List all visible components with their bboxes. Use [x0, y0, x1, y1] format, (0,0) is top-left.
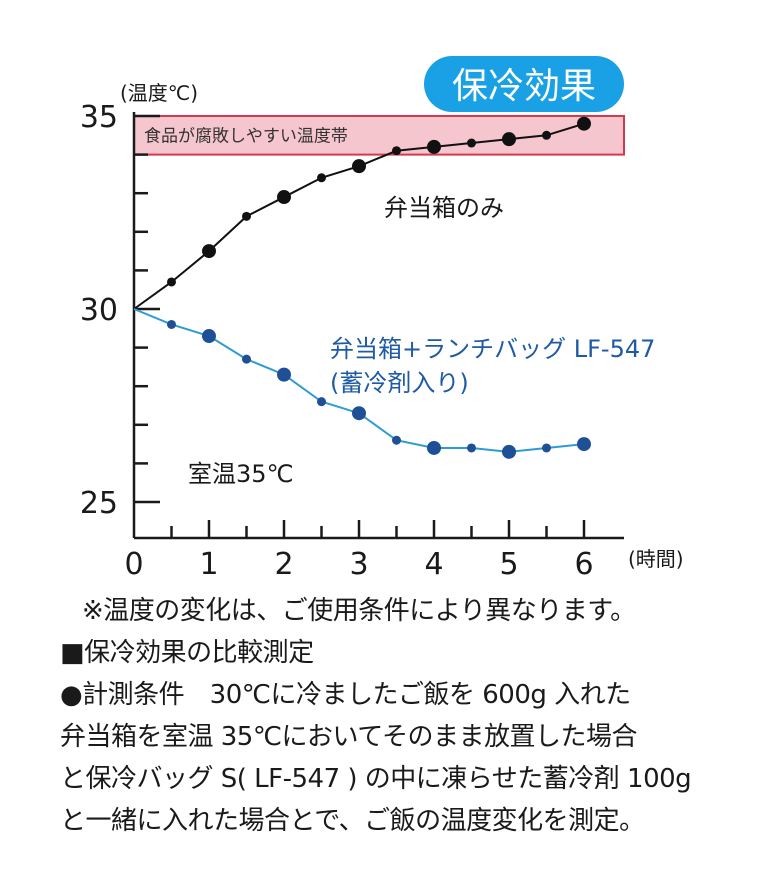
conditions-line-1: ●計測条件 30℃に冷ましたご飯を 600g 入れた	[60, 680, 631, 710]
series-point-0	[427, 139, 441, 154]
disclaimer-note: ※温度の変化は、ご使用条件により異なります。	[82, 596, 636, 626]
y-tick-label: 25	[80, 486, 118, 521]
series-point-1	[427, 440, 441, 455]
notes: ※温度の変化は、ご使用条件により異なります。 ■保冷効果の比較測定 ●計測条件 …	[60, 590, 760, 842]
x-tick-label: 1	[199, 547, 218, 582]
series-point-0	[202, 244, 216, 259]
x-ticks	[170, 520, 586, 538]
conditions-line-4: と一緒に入れた場合とで、ご飯の温度変化を測定。	[60, 806, 645, 836]
series-point-1	[542, 443, 551, 453]
test-heading: ■保冷効果の比較測定	[60, 638, 314, 668]
series-point-0	[542, 130, 551, 140]
danger-band-label: 食品が腐敗しやすい温度帯	[144, 126, 348, 146]
series-point-0	[277, 190, 291, 205]
series-point-0	[352, 159, 366, 174]
series-point-1	[202, 329, 216, 344]
series-point-0	[242, 211, 251, 221]
series-point-1	[242, 354, 251, 364]
series-label-lunchbag-line2: (蓄冷剤入り)	[330, 369, 469, 397]
conditions-line-2: 弁当箱を室温 35℃においてそのまま放置した場合	[60, 722, 638, 752]
y-axis-label: (温度℃)	[120, 81, 198, 105]
title-badge-bg	[424, 56, 624, 112]
series-layer	[133, 116, 591, 459]
x-tick-label: 6	[574, 547, 593, 582]
conditions-line-3: と保冷バッグ S( LF-547 ) の中に凍らせた蓄冷剤 100g	[60, 764, 692, 794]
y-tick-labels: 25 30 35	[80, 100, 118, 521]
series-label-lunchbag: 弁当箱+ランチバッグ LF-547	[330, 335, 655, 363]
series-label-lunchbox-only: 弁当箱のみ	[384, 194, 504, 222]
x-tick-label: 5	[499, 547, 518, 582]
series-point-1	[277, 367, 291, 382]
title-badge: 保冷効果	[424, 56, 624, 112]
x-axis-label: (時間)	[628, 547, 684, 571]
series-point-1	[352, 406, 366, 421]
series-point-1	[502, 444, 516, 459]
series-point-1	[467, 443, 476, 453]
x-tick-label: 0	[124, 547, 143, 582]
series-point-0	[467, 138, 476, 148]
series-point-1	[392, 435, 401, 445]
x-tick-label: 2	[274, 547, 293, 582]
x-tick-label: 4	[424, 547, 443, 582]
series-point-1	[317, 397, 326, 407]
x-tick-label: 3	[349, 547, 368, 582]
x-tick-labels: 0 1 2 3 4 5 6	[124, 547, 593, 582]
series-point-0	[577, 116, 591, 131]
axes	[132, 112, 624, 540]
series-point-0	[502, 132, 516, 147]
y-ticks	[134, 114, 160, 504]
series-point-0	[392, 146, 401, 156]
y-tick-label: 35	[80, 100, 118, 135]
series-point-1	[577, 437, 591, 452]
y-tick-label: 30	[80, 293, 118, 328]
series-point-0	[167, 277, 176, 287]
series-point-1	[167, 319, 176, 329]
chart-title: 保冷効果	[452, 66, 596, 107]
series-point-0	[317, 173, 326, 183]
room-temp-annotation: 室温35℃	[188, 460, 294, 488]
